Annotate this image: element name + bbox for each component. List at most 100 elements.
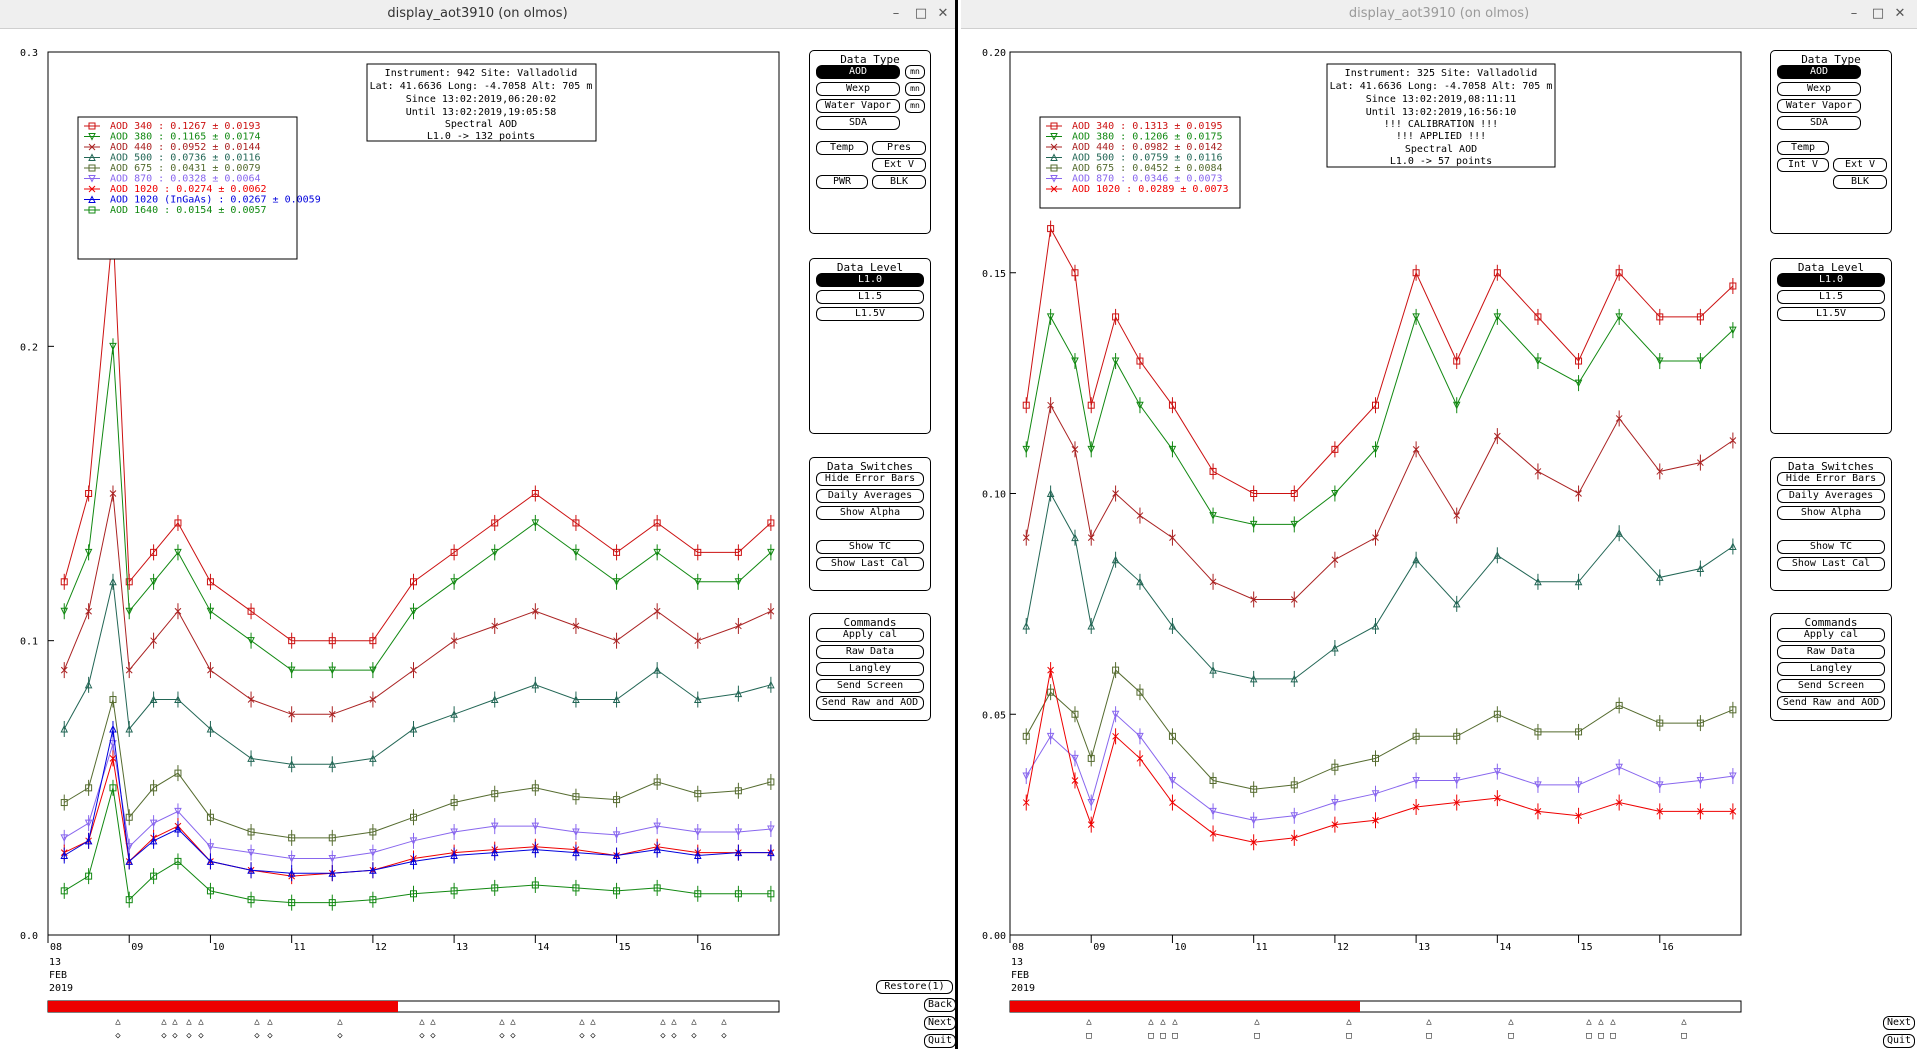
wexp-button[interactable]: Wexp: [816, 82, 900, 96]
y-tick-label: 0.10: [982, 490, 1006, 501]
data-point: [174, 695, 182, 704]
restore-button[interactable]: Restore(1): [876, 980, 953, 994]
series-line: [63, 787, 771, 904]
data-point: [1655, 781, 1664, 790]
sda-button[interactable]: SDA: [816, 116, 900, 130]
ext-v-button[interactable]: Ext V: [1833, 158, 1887, 172]
wexp-button[interactable]: Wexp: [1777, 82, 1861, 96]
data-point: [149, 695, 158, 704]
level-l15v-button[interactable]: L1.5V: [816, 307, 924, 321]
close-icon[interactable]: ✕: [1894, 6, 1906, 21]
maximize-icon[interactable]: □: [1871, 6, 1885, 21]
temp-button[interactable]: Temp: [1777, 141, 1829, 155]
data-point: [734, 689, 743, 698]
aod-button[interactable]: AOD: [1777, 65, 1861, 79]
water-vapor-mn-button[interactable]: mn: [905, 99, 925, 113]
level-l10-button[interactable]: L1.0: [1777, 273, 1885, 287]
blk-button[interactable]: BLK: [872, 175, 926, 189]
raw-data-button[interactable]: Raw Data: [1777, 645, 1885, 659]
data-point: [1331, 556, 1339, 564]
hide-error-bars-button[interactable]: Hide Error Bars: [816, 472, 924, 486]
temp-button[interactable]: Temp: [816, 141, 868, 155]
data-point: [109, 342, 117, 351]
date-year: 2019: [1011, 983, 1035, 994]
maximize-icon[interactable]: □: [914, 6, 928, 21]
scan-marker-icon: △: [430, 1017, 436, 1027]
data-point: [1168, 401, 1176, 409]
data-point: [1493, 768, 1502, 776]
int-v-button[interactable]: Int V: [1777, 158, 1829, 172]
show-alpha-button[interactable]: Show Alpha: [816, 506, 924, 520]
next-button[interactable]: Next: [1883, 1016, 1915, 1030]
quit-button[interactable]: Quit: [924, 1034, 955, 1048]
scan-marker-icon: △: [267, 1017, 273, 1027]
aod-button[interactable]: AOD: [816, 65, 900, 79]
blk-button[interactable]: BLK: [1833, 175, 1887, 189]
data-point: [1168, 445, 1177, 454]
scan-marker-icon: ◇: [691, 1031, 697, 1041]
next-button[interactable]: Next: [924, 1016, 955, 1030]
y-tick-label: 0.0: [20, 931, 38, 942]
data-point: [1022, 445, 1031, 454]
data-point: [1136, 755, 1144, 762]
panel-title: Data Switches: [826, 460, 914, 473]
minimize-icon[interactable]: –: [1850, 6, 1858, 21]
level-l15v-button[interactable]: L1.5V: [1777, 307, 1885, 321]
show-last-cal-button[interactable]: Show Last Cal: [816, 557, 924, 571]
scan-marker-icon: □: [1172, 1031, 1178, 1041]
level-l15-button[interactable]: L1.5: [816, 290, 924, 304]
close-icon[interactable]: ✕: [937, 6, 949, 21]
show-tc-button[interactable]: Show TC: [1777, 540, 1885, 554]
pres-button[interactable]: Pres: [872, 141, 926, 155]
legend-marker: [88, 175, 96, 183]
title-bar[interactable]: display_aot3910 (on olmos) – □ ✕: [961, 0, 1917, 29]
send-raw-and-aod-button[interactable]: Send Raw and AOD: [1777, 696, 1885, 710]
pwr-button[interactable]: PWR: [816, 175, 868, 189]
show-tc-button[interactable]: Show TC: [816, 540, 924, 554]
data-point: [369, 828, 377, 836]
data-point: [1493, 432, 1501, 440]
wexp-mn-button[interactable]: mn: [905, 82, 925, 96]
show-last-cal-button[interactable]: Show Last Cal: [1777, 557, 1885, 571]
daily-averages-button[interactable]: Daily Averages: [1777, 489, 1885, 503]
minimize-icon[interactable]: –: [892, 6, 900, 21]
data-point: [572, 848, 580, 857]
langley-button[interactable]: Langley: [1777, 662, 1885, 676]
water-vapor-button[interactable]: Water Vapor: [816, 99, 900, 113]
aod-mn-button[interactable]: mn: [905, 65, 925, 79]
data-point: [369, 754, 377, 762]
panel-title: Data Type: [840, 53, 900, 66]
apply-cal-button[interactable]: Apply cal: [1777, 628, 1885, 642]
langley-button[interactable]: Langley: [816, 662, 924, 676]
apply-cal-button[interactable]: Apply cal: [816, 628, 924, 642]
daily-averages-button[interactable]: Daily Averages: [816, 489, 924, 503]
hide-error-bars-button[interactable]: Hide Error Bars: [1777, 472, 1885, 486]
scan-marker-icon: △: [1598, 1017, 1604, 1027]
legend-label: AOD 500 : 0.0759 ± 0.0116: [1072, 153, 1223, 164]
sda-button[interactable]: SDA: [1777, 116, 1861, 130]
data-point: [1697, 459, 1704, 466]
title-bar[interactable]: display_aot3910 (on olmos) – □ ✕: [0, 0, 955, 29]
scan-marker-icon: ◇: [660, 1031, 666, 1041]
data-point: [1209, 665, 1217, 674]
quit-button[interactable]: Quit: [1883, 1034, 1915, 1048]
legend-marker: [1050, 185, 1058, 193]
back-button[interactable]: Back: [924, 998, 955, 1012]
show-alpha-button[interactable]: Show Alpha: [1777, 506, 1885, 520]
scan-marker-icon: □: [1148, 1031, 1154, 1041]
level-l15-button[interactable]: L1.5: [1777, 290, 1885, 304]
data-point: [1047, 666, 1054, 674]
send-raw-and-aod-button[interactable]: Send Raw and AOD: [816, 696, 924, 710]
data-point: [490, 548, 499, 557]
water-vapor-button[interactable]: Water Vapor: [1777, 99, 1861, 113]
raw-data-button[interactable]: Raw Data: [816, 645, 924, 659]
send-screen-button[interactable]: Send Screen: [816, 679, 924, 693]
info-line: Lat: 41.6636 Long: -4.7058 Alt: 705 m: [370, 81, 593, 92]
data-point: [1696, 313, 1704, 321]
ext-v-button[interactable]: Ext V: [872, 158, 926, 172]
send-screen-button[interactable]: Send Screen: [1777, 679, 1885, 693]
data-point: [1534, 781, 1542, 790]
data-point: [1729, 437, 1737, 444]
data-point: [410, 666, 417, 674]
level-l10-button[interactable]: L1.0: [816, 273, 924, 287]
